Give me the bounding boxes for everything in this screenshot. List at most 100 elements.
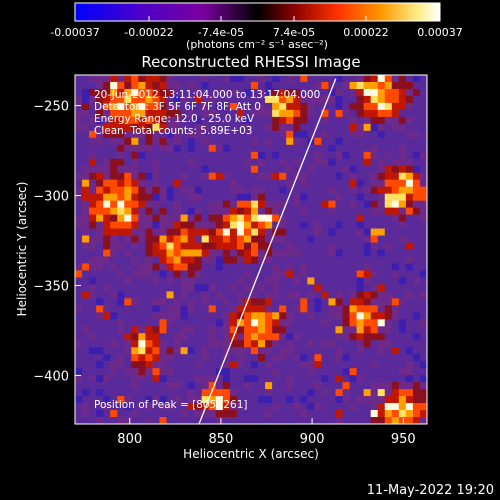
map-pixel [356, 305, 365, 313]
map-pixel [251, 81, 259, 90]
map-pixel [314, 270, 322, 278]
map-pixel [222, 109, 231, 118]
map-pixel [321, 333, 329, 341]
map-pixel [349, 228, 357, 236]
map-pixel [363, 193, 372, 202]
map-pixel [215, 270, 224, 278]
map-pixel [201, 137, 210, 146]
map-pixel [173, 186, 181, 195]
map-pixel [377, 298, 386, 306]
map-pixel [138, 284, 146, 292]
map-pixel [384, 347, 393, 355]
map-pixel [328, 284, 336, 292]
map-pixel [187, 263, 196, 271]
map-pixel [243, 123, 252, 132]
map-pixel [356, 361, 365, 369]
map-pixel [89, 249, 97, 257]
map-pixel [187, 270, 196, 278]
map-pixel [251, 284, 259, 292]
map-pixel [328, 340, 336, 348]
map-pixel [229, 256, 238, 264]
map-pixel [152, 298, 160, 306]
map-pixel [265, 102, 273, 111]
map-pixel [272, 354, 280, 362]
map-pixel [398, 361, 407, 369]
map-pixel [356, 123, 365, 132]
map-pixel [159, 256, 167, 264]
map-pixel [82, 88, 90, 97]
map-pixel [208, 95, 217, 104]
map-pixel [391, 137, 400, 146]
map-pixel [307, 172, 315, 181]
map-pixel [272, 305, 280, 313]
map-pixel [229, 186, 238, 195]
map-pixel [117, 165, 125, 174]
map-pixel [166, 193, 174, 202]
map-pixel [229, 95, 238, 104]
map-pixel [356, 333, 365, 341]
map-pixel [201, 207, 210, 215]
map-pixel [328, 396, 336, 404]
map-pixel [405, 340, 414, 348]
map-pixel [272, 403, 280, 411]
map-pixel [75, 389, 83, 397]
map-pixel [82, 354, 90, 362]
map-pixel [96, 396, 104, 404]
map-pixel [335, 165, 343, 174]
map-pixel [321, 81, 329, 90]
map-pixel [194, 116, 203, 125]
map-pixel [293, 214, 301, 222]
map-pixel [103, 305, 111, 313]
info-detectors: Detectors: 3F 5F 6F 7F 8F, Att 0 [94, 101, 261, 113]
map-pixel [370, 277, 379, 285]
map-pixel [377, 179, 386, 188]
map-pixel [159, 298, 167, 306]
map-pixel [187, 137, 196, 146]
map-pixel [265, 256, 273, 264]
map-pixel [419, 207, 427, 215]
map-pixel [89, 172, 97, 181]
map-pixel [96, 75, 104, 83]
map-pixel [328, 88, 336, 97]
map-pixel [124, 81, 132, 90]
map-pixel [166, 109, 174, 118]
map-pixel [384, 75, 393, 83]
map-pixel [335, 284, 343, 292]
map-pixel [258, 382, 266, 390]
map-pixel [363, 130, 372, 139]
map-pixel [194, 242, 203, 250]
map-pixel [293, 291, 301, 299]
map-pixel [349, 109, 357, 118]
map-pixel [419, 193, 427, 202]
map-pixel [110, 368, 118, 376]
map-pixel [363, 95, 372, 104]
map-pixel [82, 130, 90, 139]
map-pixel [349, 382, 357, 390]
map-pixel [258, 256, 266, 264]
map-pixel [293, 207, 301, 215]
map-pixel [166, 368, 174, 376]
map-pixel [307, 151, 315, 160]
map-pixel [279, 305, 287, 313]
map-pixel [89, 123, 97, 132]
map-pixel [138, 347, 146, 355]
map-pixel [117, 242, 125, 250]
map-pixel [314, 410, 322, 418]
map-pixel [272, 291, 280, 299]
map-pixel [222, 200, 231, 209]
map-pixel [286, 123, 294, 132]
map-pixel [293, 305, 301, 313]
map-pixel [398, 284, 407, 292]
map-pixel [377, 319, 386, 327]
map-pixel [349, 151, 357, 160]
map-pixel [412, 109, 421, 118]
map-pixel [398, 256, 407, 264]
map-pixel [243, 81, 252, 90]
map-pixel [131, 333, 139, 341]
map-pixel [159, 221, 167, 229]
map-pixel [180, 130, 189, 139]
map-pixel [117, 305, 125, 313]
map-pixel [384, 109, 393, 118]
map-pixel [103, 179, 111, 188]
map-pixel [131, 368, 139, 376]
